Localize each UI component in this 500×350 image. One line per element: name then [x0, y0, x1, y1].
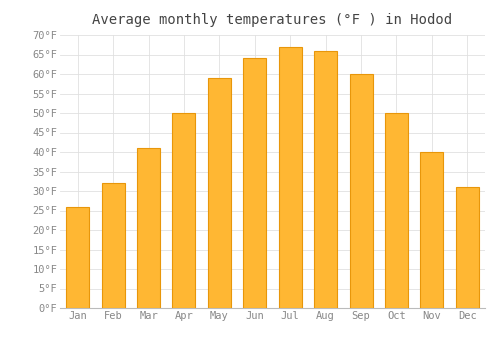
Bar	[420, 152, 444, 308]
Bar	[350, 74, 372, 308]
Bar	[66, 206, 89, 308]
Bar	[244, 58, 266, 308]
Bar	[385, 113, 408, 308]
Bar	[456, 187, 479, 308]
Bar	[137, 148, 160, 308]
Bar	[278, 47, 301, 308]
Bar	[172, 113, 196, 308]
Bar	[102, 183, 124, 308]
Bar	[208, 78, 231, 308]
Bar	[314, 51, 337, 308]
Title: Average monthly temperatures (°F ) in Hodod: Average monthly temperatures (°F ) in Ho…	[92, 13, 452, 27]
